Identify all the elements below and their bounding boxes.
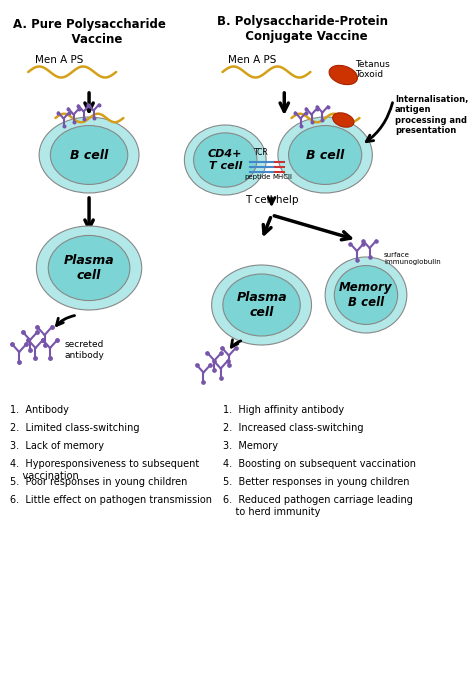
Text: Men A PS: Men A PS [228,55,276,65]
Text: 3.  Lack of memory: 3. Lack of memory [10,441,104,451]
Text: A. Pure Polysaccharide
    Vaccine: A. Pure Polysaccharide Vaccine [13,18,165,46]
Text: 6.  Reduced pathogen carriage leading
    to herd immunity: 6. Reduced pathogen carriage leading to … [222,495,412,517]
Text: B cell: B cell [70,149,108,162]
Ellipse shape [39,117,139,193]
Text: 2.  Limited class-switching: 2. Limited class-switching [10,423,139,433]
Text: T cell help: T cell help [245,195,298,205]
Ellipse shape [184,125,266,195]
Text: surface
immunoglobulin: surface immunoglobulin [384,252,441,264]
Text: 4.  Boosting on subsequent vaccination: 4. Boosting on subsequent vaccination [222,459,416,469]
Text: Men A PS: Men A PS [35,55,83,65]
Text: 1.  Antibody: 1. Antibody [10,405,69,415]
Text: Internalisation,
antigen
processing and
presentation: Internalisation, antigen processing and … [395,95,468,135]
Ellipse shape [50,125,128,184]
Ellipse shape [325,257,407,333]
Text: TCR: TCR [254,147,269,156]
Text: CD4+
T cell: CD4+ T cell [208,149,243,171]
Text: 6.  Little effect on pathogen transmission: 6. Little effect on pathogen transmissio… [10,495,212,505]
Text: peptide: peptide [245,174,271,180]
Ellipse shape [211,265,311,345]
Text: Tetanus
Toxoid: Tetanus Toxoid [355,60,390,79]
Ellipse shape [36,226,142,310]
Ellipse shape [289,125,362,184]
Text: 5.  Poor responses in young children: 5. Poor responses in young children [10,477,187,487]
Text: 2.  Increased class-switching: 2. Increased class-switching [222,423,363,433]
Text: secreted
antibody: secreted antibody [64,341,104,360]
Ellipse shape [193,133,257,187]
Ellipse shape [329,65,357,85]
Text: 1.  High affinity antibody: 1. High affinity antibody [222,405,344,415]
Text: B cell: B cell [306,149,344,162]
Text: 5.  Better responses in young children: 5. Better responses in young children [222,477,409,487]
Text: Memory
B cell: Memory B cell [339,281,393,309]
Text: Plasma
cell: Plasma cell [236,291,287,319]
Ellipse shape [334,266,398,325]
Text: MHCII: MHCII [273,174,292,180]
Text: B. Polysaccharide-Protein
  Conjugate Vaccine: B. Polysaccharide-Protein Conjugate Vacc… [217,15,388,43]
Text: Plasma
cell: Plasma cell [64,254,114,282]
Text: 4.  Hyporesponsiveness to subsequent
    vaccination: 4. Hyporesponsiveness to subsequent vacc… [10,459,200,481]
Ellipse shape [278,117,373,193]
Ellipse shape [333,113,354,127]
Ellipse shape [48,235,130,301]
Text: 3.  Memory: 3. Memory [222,441,278,451]
Ellipse shape [223,274,300,336]
